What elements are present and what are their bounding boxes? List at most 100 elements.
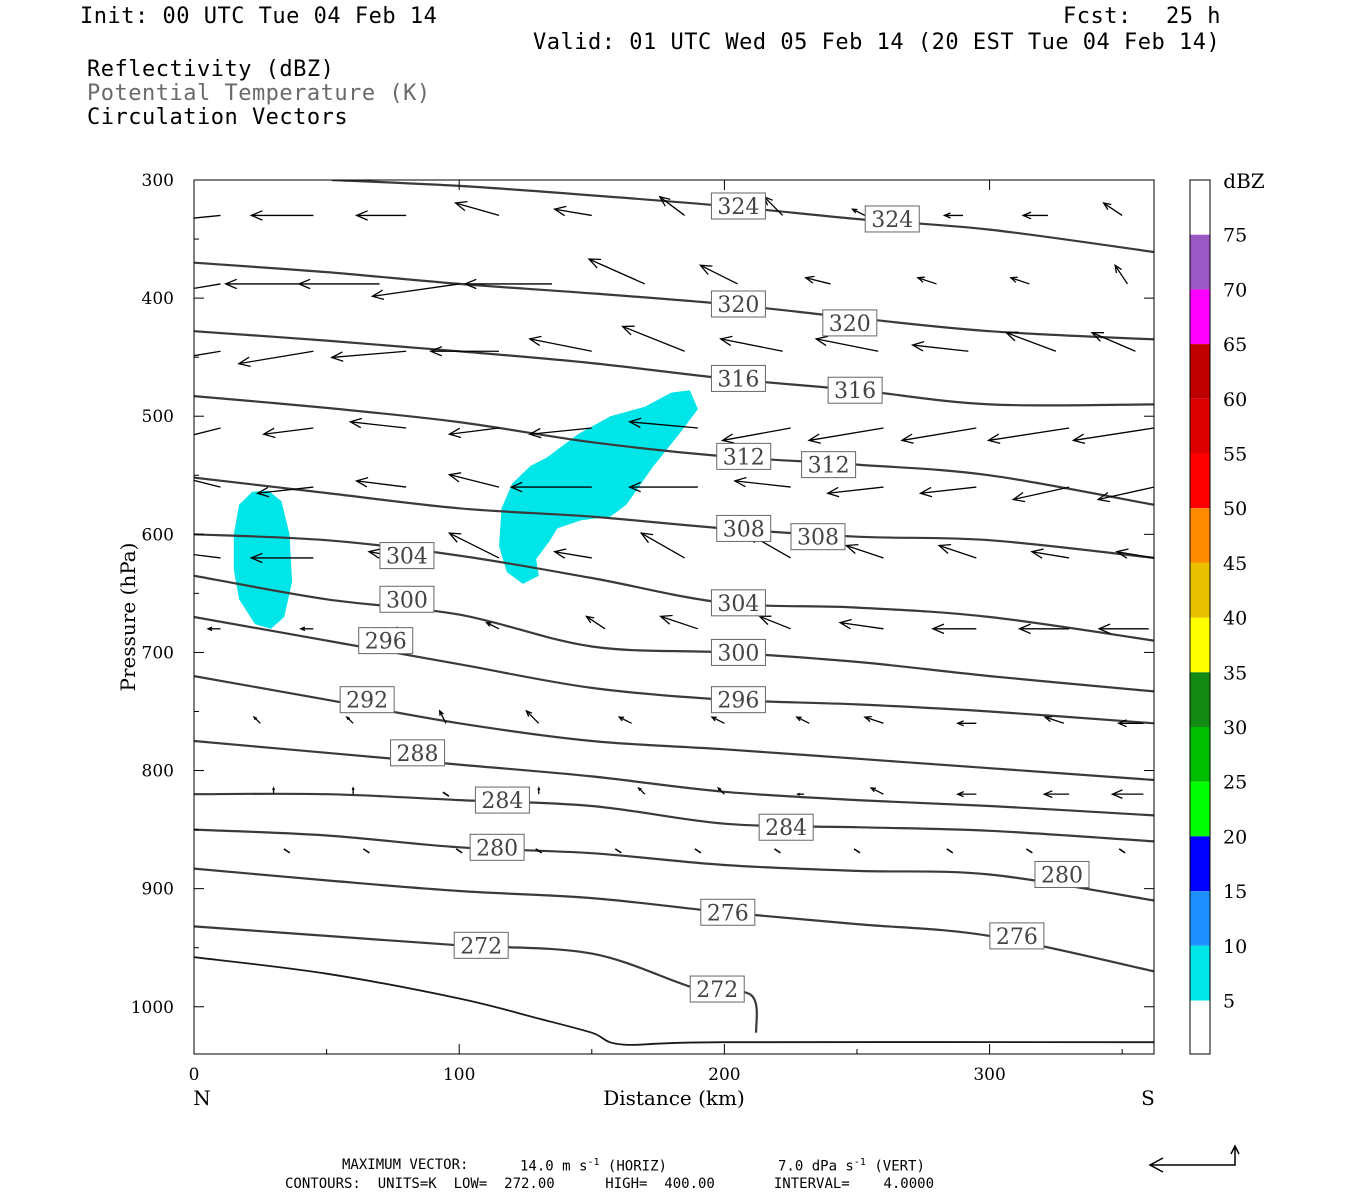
colorbar-level-label: 30 <box>1223 717 1247 739</box>
colorbar-level-label: 15 <box>1223 881 1247 903</box>
theta-contour-284 <box>194 792 1154 843</box>
colorbar-level-label: 55 <box>1223 444 1247 466</box>
circulation-vector <box>900 427 977 444</box>
init-time: Init: 00 UTC Tue 04 Feb 14 <box>80 4 438 29</box>
forecast-label: Fcst: <box>1063 4 1132 29</box>
theta-contour-296 <box>194 615 1154 725</box>
contour-label-284: 284 <box>474 786 530 814</box>
circulation-vector <box>206 626 221 632</box>
dbz-colorbar: 75 70 65 60 55 50 45 40 35 30 25 20 15 10 5 <box>1189 179 1247 1056</box>
circulation-vector <box>442 791 450 797</box>
theta-contour-320 <box>194 261 1154 341</box>
circulation-vector <box>814 335 879 352</box>
field-circulation-vectors: Circulation Vectors <box>87 105 349 130</box>
circulation-vector <box>1030 548 1070 559</box>
field-potential-temperature: Potential Temperature (K) <box>87 81 431 106</box>
contour-label-288: 288 <box>390 739 446 767</box>
field-reflectivity: Reflectivity (dBZ) <box>87 57 335 82</box>
circulation-vector <box>525 709 540 724</box>
reflectivity-layer <box>233 390 698 629</box>
colorbar-bin-25 <box>1190 781 1210 837</box>
circulation-vector <box>795 716 810 724</box>
colorbar-bin-10 <box>1190 945 1210 1001</box>
circulation-vector <box>1011 486 1070 503</box>
theta-contour-316 <box>194 330 1154 407</box>
circulation-vector <box>535 848 543 854</box>
y-axis-label: Pressure (hPa) <box>116 543 140 692</box>
contour-label-296: 296 <box>710 686 766 714</box>
contour-label-304: 304 <box>710 589 766 617</box>
circulation-vector <box>454 200 500 217</box>
circulation-vector <box>283 848 291 854</box>
circulation-vector <box>621 325 685 352</box>
circulation-vector <box>194 427 221 436</box>
contour-label-text: 316 <box>834 379 876 404</box>
y-tick-label: 600 <box>142 525 174 545</box>
contour-label-text: 300 <box>386 588 428 613</box>
contour-label-272: 272 <box>689 975 745 1003</box>
circulation-vector <box>237 350 314 368</box>
circulation-vector <box>1102 202 1123 216</box>
contour-label-text: 304 <box>386 545 428 570</box>
circulation-vector <box>463 278 553 290</box>
y-tick-label: 700 <box>142 643 174 663</box>
theta-contour-276 <box>194 867 1154 973</box>
contour-label-308: 308 <box>790 523 846 551</box>
colorbar-bin-65 <box>1190 344 1210 399</box>
theta-contour-300 <box>194 574 1154 693</box>
colorbar-level-label: 50 <box>1223 498 1247 520</box>
contour-label-text: 288 <box>397 742 439 767</box>
circulation-vector <box>1090 332 1136 352</box>
y-tick-label: 500 <box>142 407 174 427</box>
y-tick-label: 800 <box>142 762 174 782</box>
contour-label-text: 324 <box>871 208 913 233</box>
contour-label-276: 276 <box>700 898 756 926</box>
circulation-vector <box>720 427 791 444</box>
contour-label-text: 308 <box>797 526 839 551</box>
colorbar-bin-75 <box>1190 234 1210 290</box>
colorbar-level-label: 20 <box>1223 826 1247 848</box>
contour-label-276: 276 <box>989 922 1045 950</box>
colorbar-bin-70 <box>1190 289 1210 345</box>
y-tick-label: 400 <box>142 289 174 309</box>
colorbar-level-label: 10 <box>1223 936 1247 958</box>
valid-time: Valid: 01 UTC Wed 05 Feb 14 (20 EST Tue … <box>533 30 1221 55</box>
circulation-vector <box>1116 719 1144 728</box>
axes: 300 400 500 600 700 800 900 1000 0 100 200 300 <box>131 171 1154 1085</box>
contour-label-280: 280 <box>469 833 525 861</box>
contour-label-text: 280 <box>1041 863 1083 888</box>
theta-contour-292 <box>194 675 1154 782</box>
circulation-vector <box>844 543 884 559</box>
circulation-vector <box>614 848 622 854</box>
circulation-vector <box>348 417 407 429</box>
circulation-vector-layer <box>194 195 1154 854</box>
colorbar-bin-55 <box>1190 453 1210 509</box>
circulation-vector <box>584 615 606 630</box>
circulation-vector <box>658 195 685 216</box>
circulation-vector <box>717 786 725 795</box>
circulation-vector <box>194 283 221 290</box>
colorbar-level-label: 45 <box>1223 553 1247 575</box>
theta-contour-layer <box>194 180 1154 1046</box>
contour-label-316: 316 <box>710 364 766 392</box>
contour-label-layer: 324 324 320 320 316 316 312 312 308 308 304 304 300 3… <box>339 192 1090 1003</box>
circulation-vector <box>910 340 969 352</box>
circulation-vector <box>916 276 937 285</box>
circulation-vector <box>863 715 884 724</box>
contour-info: CONTOURS: UNITS=K LOW= 272.00 HIGH= 400.… <box>285 1176 935 1192</box>
theta-contour-308 <box>194 476 1154 559</box>
theta-contour-280 <box>194 828 1154 902</box>
circulation-vector <box>758 615 791 630</box>
circulation-vector <box>850 208 866 217</box>
circulation-vector <box>710 716 725 724</box>
contour-label-text: 276 <box>996 925 1038 950</box>
plot-frame <box>193 179 1155 1055</box>
south-label: S <box>1141 1086 1155 1110</box>
reflectivity-area-1 <box>233 490 293 629</box>
circulation-vector <box>1096 486 1154 503</box>
circulation-vector <box>252 715 261 724</box>
contour-label-text: 272 <box>696 978 738 1003</box>
circulation-vector <box>937 543 977 559</box>
contour-label-316: 316 <box>827 376 883 404</box>
